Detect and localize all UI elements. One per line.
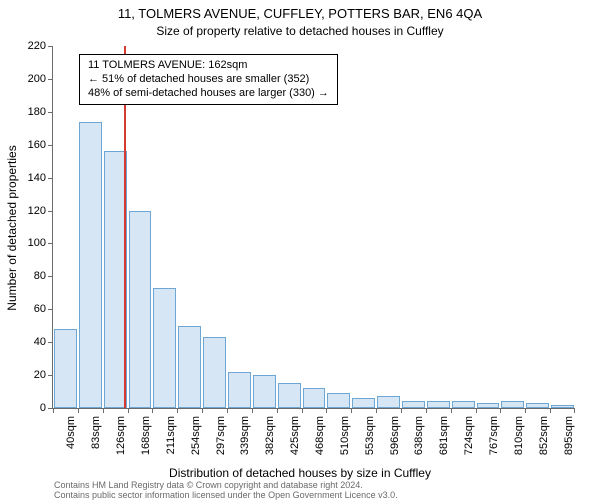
bar — [228, 372, 251, 408]
x-tick — [401, 408, 402, 413]
x-tick-label: 468sqm — [314, 416, 326, 462]
y-tick — [48, 112, 53, 113]
footer-line2: Contains public sector information licen… — [54, 490, 398, 500]
x-tick — [351, 408, 352, 413]
bar — [153, 288, 176, 408]
x-tick-label: 596sqm — [389, 416, 401, 462]
y-tick-label: 180 — [28, 106, 46, 118]
annotation-line1: 11 TOLMERS AVENUE: 162sqm — [88, 59, 329, 73]
annotation-line3: 48% of semi-detached houses are larger (… — [88, 87, 329, 101]
y-tick-label: 140 — [28, 172, 46, 184]
x-tick — [177, 408, 178, 413]
x-tick — [227, 408, 228, 413]
annotation-box: 11 TOLMERS AVENUE: 162sqm← 51% of detach… — [79, 54, 338, 105]
bar — [129, 211, 152, 408]
y-tick-label: 20 — [34, 369, 46, 381]
x-tick — [376, 408, 377, 413]
x-tick-label: 382sqm — [264, 416, 276, 462]
x-tick-label: 339sqm — [239, 416, 251, 462]
x-tick — [78, 408, 79, 413]
bar — [377, 396, 400, 408]
x-tick — [426, 408, 427, 413]
y-tick-label: 100 — [28, 237, 46, 249]
x-tick — [525, 408, 526, 413]
y-tick-label: 80 — [34, 270, 46, 282]
bar — [54, 329, 77, 408]
y-tick — [48, 145, 53, 146]
x-tick-label: 83sqm — [90, 416, 102, 462]
x-tick — [252, 408, 253, 413]
bar — [551, 405, 574, 408]
x-tick-label: 810sqm — [513, 416, 525, 462]
chart-plot-area: 40sqm83sqm126sqm168sqm211sqm254sqm297sqm… — [52, 46, 575, 409]
bar — [303, 388, 326, 408]
y-tick-label: 40 — [34, 336, 46, 348]
y-tick-label: 220 — [28, 40, 46, 52]
bar — [427, 401, 450, 408]
y-tick — [48, 211, 53, 212]
bar — [203, 337, 226, 408]
y-tick-label: 60 — [34, 303, 46, 315]
x-tick — [53, 408, 54, 413]
x-tick-label: 767sqm — [488, 416, 500, 462]
bar — [79, 122, 102, 408]
x-tick — [277, 408, 278, 413]
x-axis-title: Distribution of detached houses by size … — [0, 466, 600, 480]
y-tick-label: 120 — [28, 205, 46, 217]
y-tick — [48, 178, 53, 179]
bar — [253, 375, 276, 408]
y-tick — [48, 342, 53, 343]
x-tick — [574, 408, 575, 413]
bar — [526, 403, 549, 408]
bar — [278, 383, 301, 408]
x-tick-label: 852sqm — [538, 416, 550, 462]
x-tick-label: 211sqm — [165, 416, 177, 462]
x-tick-label: 510sqm — [339, 416, 351, 462]
x-tick — [476, 408, 477, 413]
x-tick — [451, 408, 452, 413]
x-tick-label: 553sqm — [364, 416, 376, 462]
chart-title-main: 11, TOLMERS AVENUE, CUFFLEY, POTTERS BAR… — [0, 6, 600, 21]
y-tick-label: 200 — [28, 73, 46, 85]
x-tick-label: 126sqm — [115, 416, 127, 462]
bar — [501, 401, 524, 408]
bar — [178, 326, 201, 408]
x-tick — [326, 408, 327, 413]
bar — [452, 401, 475, 408]
y-tick-label: 0 — [40, 402, 46, 414]
x-tick — [302, 408, 303, 413]
bar — [327, 393, 350, 408]
x-tick — [103, 408, 104, 413]
y-tick-label: 160 — [28, 139, 46, 151]
x-tick-label: 297sqm — [215, 416, 227, 462]
x-tick-label: 681sqm — [438, 416, 450, 462]
x-tick — [550, 408, 551, 413]
x-tick — [152, 408, 153, 413]
x-tick — [500, 408, 501, 413]
x-tick-label: 425sqm — [289, 416, 301, 462]
x-tick-label: 724sqm — [463, 416, 475, 462]
x-tick — [128, 408, 129, 413]
chart-title-sub: Size of property relative to detached ho… — [0, 24, 600, 38]
x-tick-label: 40sqm — [65, 416, 77, 462]
y-axis-title: Number of detached properties — [5, 145, 19, 310]
x-tick-label: 254sqm — [190, 416, 202, 462]
y-tick — [48, 276, 53, 277]
x-tick-label: 168sqm — [140, 416, 152, 462]
x-tick — [202, 408, 203, 413]
bar — [352, 398, 375, 408]
y-tick — [48, 375, 53, 376]
y-tick — [48, 243, 53, 244]
footer-note: Contains HM Land Registry data © Crown c… — [54, 481, 590, 500]
y-tick — [48, 309, 53, 310]
bar — [477, 403, 500, 408]
y-tick — [48, 79, 53, 80]
annotation-line2: ← 51% of detached houses are smaller (35… — [88, 73, 329, 87]
x-tick-label: 895sqm — [563, 416, 575, 462]
y-tick — [48, 46, 53, 47]
bar — [402, 401, 425, 408]
x-tick-label: 638sqm — [413, 416, 425, 462]
